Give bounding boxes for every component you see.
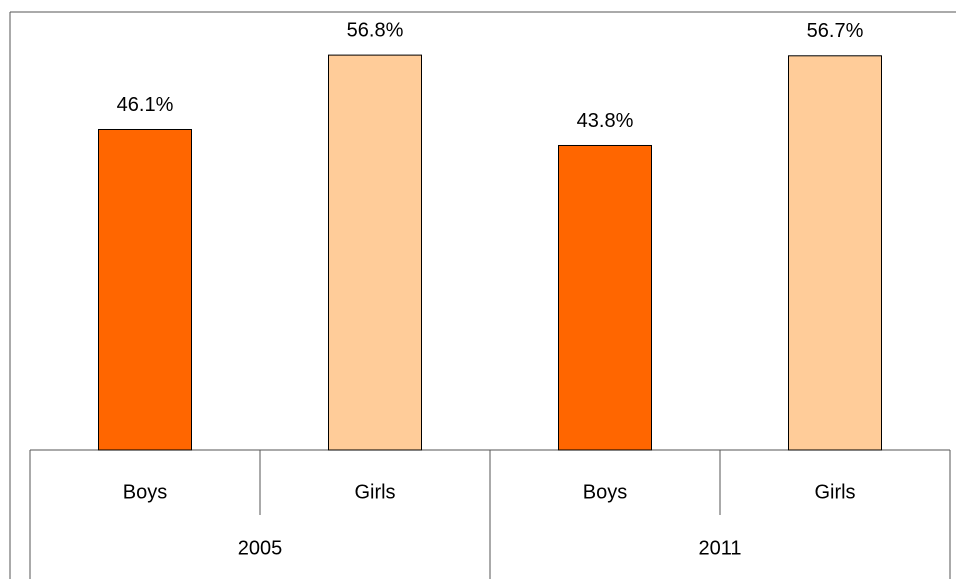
group-label: 2011 [698,537,741,559]
x-tick-label: Boys [583,481,627,503]
x-tick-label: Girls [814,481,855,503]
value-label: 56.8% [347,19,404,41]
bar [788,55,882,451]
bar [328,54,422,451]
value-label: 56.7% [807,20,864,42]
x-tick-label: Girls [354,481,395,503]
value-label: 46.1% [117,94,174,116]
x-tick-label: Boys [123,481,167,503]
value-label: 43.8% [577,110,634,132]
bar [98,128,192,451]
group-label: 2005 [238,537,283,559]
bar [558,144,652,451]
